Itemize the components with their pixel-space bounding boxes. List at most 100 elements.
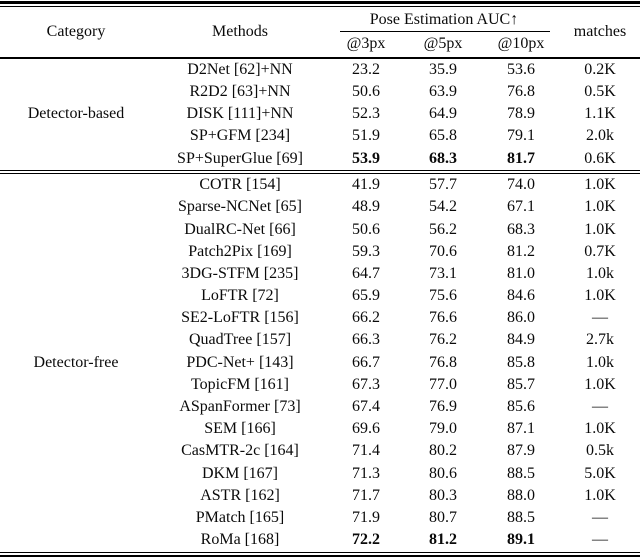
auc-3px-cell: 23.2	[352, 60, 380, 78]
method-cell: D2Net [62]+NN	[187, 60, 293, 78]
auc-3px-cell: 48.9	[352, 198, 380, 216]
matches-cell: 1.0K	[584, 176, 616, 194]
auc-5px-cell: 76.6	[429, 309, 457, 327]
matches-cell: 1.0K	[584, 287, 616, 305]
method-cell: ASpanFormer [73]	[179, 398, 301, 415]
auc-5px-cell: 80.7	[429, 508, 457, 526]
auc-3px-cell: 51.9	[352, 127, 380, 145]
matches-cell: —	[592, 508, 608, 526]
method-cell: DKM [167]	[202, 464, 278, 482]
auc-5px-cell: 68.3	[429, 149, 457, 167]
top-rule-thin	[0, 5, 640, 7]
matches-cell: 0.2K	[584, 60, 616, 78]
auc-10px-cell: 79.1	[507, 127, 535, 145]
auc-group-label: Pose Estimation AUC↑	[369, 10, 519, 28]
top-rule-gap	[0, 3, 640, 6]
auc-10px-cell: 88.5	[507, 464, 535, 482]
auc-10px-cell: 67.1	[507, 198, 535, 216]
auc-5px-cell: 73.1	[429, 264, 457, 282]
method-cell: DISK [111]+NN	[186, 105, 294, 123]
method-cell: COTR [154]	[199, 176, 281, 194]
method-cell: PDC-Net+ [143]	[186, 353, 294, 371]
method-cell: LoFTR [72]	[201, 287, 279, 305]
method-cell: RoMa [168]	[200, 531, 280, 549]
auc-3px-cell: 69.6	[352, 420, 380, 438]
auc-10px-cell: 88.0	[507, 486, 535, 504]
matches-cell: —	[592, 531, 608, 549]
auc-5px-cell: 70.6	[429, 242, 457, 260]
auc-3px-cell: 59.3	[352, 242, 380, 260]
auc-5px-cell: 57.7	[429, 176, 457, 194]
auc-3px-cell: 52.3	[352, 105, 380, 123]
method-cell: ASTR [162]	[200, 486, 280, 504]
method-cell: R2D2 [63]+NN	[189, 83, 291, 101]
auc-3px-cell: 53.9	[352, 149, 380, 167]
auc-3px-cell: 71.9	[352, 508, 380, 526]
auc-5px-cell: 63.9	[429, 83, 457, 101]
method-cell: 3DG-STFM [235]	[181, 264, 299, 282]
auc-3px-cell: 65.9	[352, 287, 380, 305]
matches-cell: —	[592, 398, 608, 415]
method-cell: DualRC-Net [66]	[184, 220, 296, 238]
auc-3px-cell: 64.7	[352, 264, 380, 282]
auc-5px-cell: 76.9	[429, 398, 457, 415]
method-cell: CasMTR-2c [164]	[181, 442, 299, 460]
matches-header: matches	[573, 22, 627, 40]
auc-5px-header: @5px	[423, 34, 463, 52]
bottom-rule-thick	[0, 554, 640, 557]
auc-10px-cell: 53.6	[507, 60, 535, 78]
auc-5px-cell: 80.6	[429, 464, 457, 482]
auc-10px-cell: 78.9	[507, 105, 535, 123]
auc-3px-cell: 50.6	[352, 220, 380, 238]
matches-cell: 5.0K	[584, 464, 616, 482]
auc-5px-cell: 54.2	[429, 198, 457, 216]
matches-cell: 1.0K	[584, 375, 616, 393]
auc-3px-cell: 71.4	[352, 442, 380, 460]
category-header: Category	[46, 22, 106, 40]
method-cell: QuadTree [157]	[188, 331, 292, 349]
auc-3px-cell: 66.3	[352, 331, 380, 349]
auc-10px-cell: 74.0	[507, 176, 535, 194]
auc-5px-cell: 79.0	[429, 420, 457, 438]
matches-cell: 1.1K	[584, 105, 616, 123]
auc-3px-cell: 50.6	[352, 83, 380, 101]
auc-5px-cell: 77.0	[429, 375, 457, 393]
matches-cell: 1.0K	[584, 420, 616, 438]
separator-gap	[0, 170, 640, 174]
auc-5px-cell: 65.8	[429, 127, 457, 145]
top-rule-thick	[0, 1, 640, 4]
auc-5px-cell: 80.2	[429, 442, 457, 460]
table-header: Category Methods Pose Estimation AUC↑ ma…	[0, 8, 640, 56]
auc-10px-cell: 84.9	[507, 331, 535, 349]
auc-10px-cell: 85.7	[507, 375, 535, 393]
section-detector-free: Detector-free COTR [154] 41.9 57.7 74.0 1.0K S…	[0, 174, 640, 551]
method-cell: TopicFM [161]	[191, 375, 289, 393]
bottom-rule	[0, 551, 640, 557]
auc-group-underline	[340, 30, 550, 32]
auc-10px-cell: 81.7	[507, 149, 535, 167]
auc-10px-cell: 81.0	[507, 264, 535, 282]
header-bottom-rule	[0, 56, 640, 59]
category-label: Detector-based	[27, 105, 125, 123]
matches-cell: 0.7K	[584, 242, 616, 260]
methods-header: Methods	[212, 22, 268, 40]
auc-3px-cell: 67.4	[352, 398, 380, 415]
auc-10px-cell: 68.3	[507, 220, 535, 238]
matches-cell: 0.5k	[586, 442, 614, 460]
auc-3px-header: @3px	[346, 34, 386, 52]
bottom-rule-gap	[0, 552, 640, 555]
matches-cell: 2.0k	[586, 127, 614, 145]
auc-group-header: Pose Estimation AUC↑	[328, 8, 560, 32]
auc-3px-cell: 72.2	[352, 531, 380, 549]
auc-10px-cell: 81.2	[507, 242, 535, 260]
method-cell: PMatch [165]	[195, 508, 285, 526]
matches-cell: 1.0K	[584, 198, 616, 216]
bottom-rule-thin	[0, 551, 640, 553]
method-cell: Patch2Pix [169]	[188, 242, 292, 260]
section-detector-based: Detector-based D2Net [62]+NN 23.2 35.9 53.6 0…	[0, 59, 640, 170]
auc-10px-cell: 87.1	[507, 420, 535, 438]
auc-5px-cell: 56.2	[429, 220, 457, 238]
auc-10px-cell: 89.1	[507, 531, 535, 549]
matches-cell: 1.0k	[586, 264, 614, 282]
method-cell: SP+SuperGlue [69]	[177, 149, 303, 167]
